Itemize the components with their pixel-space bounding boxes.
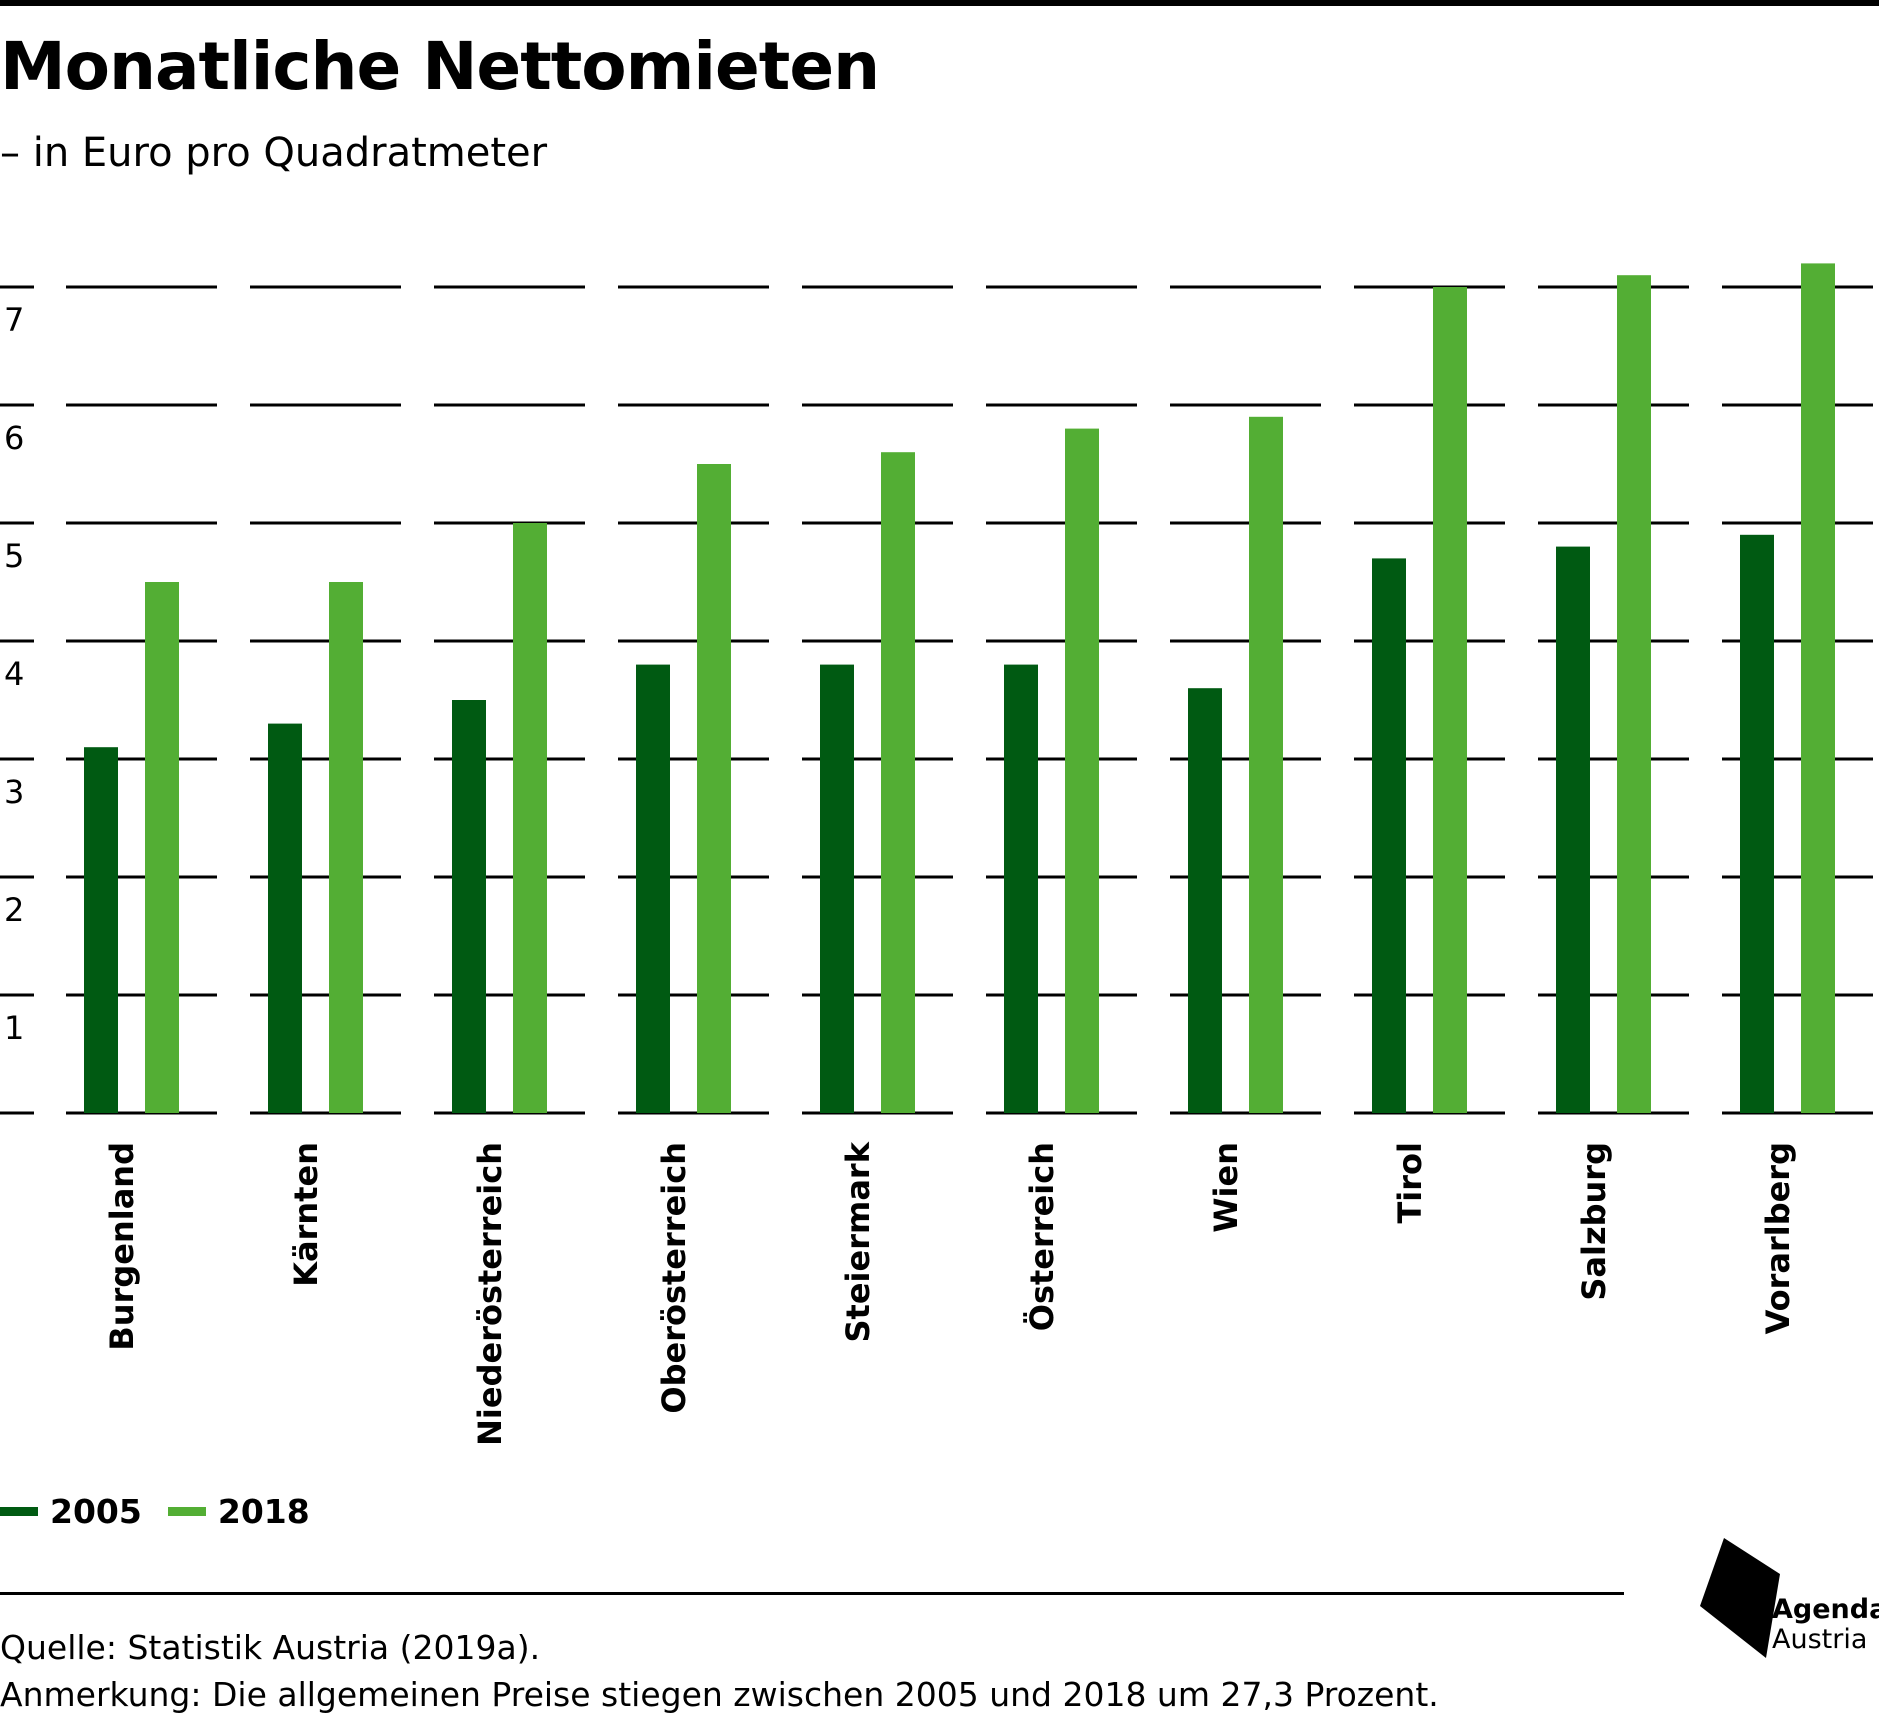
y-tick-label: 5 [4,537,24,575]
bar-2005-Kärnten [268,723,302,1113]
x-tick-label: Steiermark [839,1141,877,1342]
bar-2018-Österreich [1065,428,1099,1114]
y-tick-label: 1 [4,1009,24,1047]
x-tick-label: Kärnten [287,1142,325,1287]
legend-label-2005: 2005 [50,1492,142,1531]
source-note: Quelle: Statistik Austria (2019a). [0,1628,541,1667]
y-tick-label: 4 [4,655,24,693]
logo-text-agenda: Agenda [1772,1594,1879,1625]
bar-2018-Tirol [1433,287,1467,1113]
logo-text-austria: Austria [1772,1624,1868,1655]
bar-2018-Burgenland [145,582,179,1113]
agenda-austria-logo-icon [1700,1538,1780,1658]
bar-2005-Tirol [1372,558,1406,1113]
x-tick-label: Österreich [1023,1142,1061,1331]
legend: 2005 2018 [0,1492,336,1531]
chart-subtitle: – in Euro pro Quadratmeter [0,130,548,176]
x-tick-label: Burgenland [103,1142,141,1351]
bar-2018-Vorarlberg [1801,263,1835,1113]
bar-2018-Niederösterreich [513,523,547,1113]
bar-2005-Burgenland [84,747,118,1113]
x-tick-label: Tirol [1391,1142,1429,1224]
legend-label-2018: 2018 [217,1492,310,1531]
y-tick-label: 3 [4,773,24,811]
bar-2005-Vorarlberg [1740,534,1774,1113]
y-axis-ticks: 1 2 3 4 5 6 7 [4,301,24,1047]
legend-swatch-2018 [167,1507,206,1516]
bottom-rule [0,1592,1624,1595]
legend-item-2005: 2005 [0,1492,142,1531]
bar-2005-Wien [1188,688,1222,1113]
y-tick-label: 6 [4,419,24,457]
bar-2005-Salzburg [1556,546,1590,1113]
x-tick-label: Salzburg [1575,1142,1613,1301]
bar-2005-Niederösterreich [452,700,486,1113]
bar-chart: 1 2 3 4 5 6 7 Burgenland Kärnten Niederösterreic… [0,263,1873,1446]
y-tick-label: 2 [4,891,24,929]
top-rule [0,0,1879,6]
bar-2005-Oberösterreich [636,664,670,1113]
bar-2018-Kärnten [329,582,363,1113]
category-labels: Burgenland Kärnten Niederösterreich Oberöst… [103,1141,1797,1446]
legend-item-2018: 2018 [167,1492,310,1531]
bars [84,263,1835,1114]
remark-note: Anmerkung: Die allgemeinen Preise stiege… [0,1675,1439,1714]
bar-2018-Oberösterreich [697,464,731,1113]
bar-2018-Salzburg [1617,275,1651,1113]
chart-title: Monatliche Nettomieten [0,28,880,105]
bar-2018-Steiermark [881,452,915,1113]
legend-swatch-2005 [0,1507,38,1516]
x-tick-label: Niederösterreich [471,1142,509,1446]
x-tick-label: Vorarlberg [1759,1142,1797,1334]
bar-2005-Österreich [1004,664,1038,1113]
bar-2018-Wien [1249,416,1283,1113]
y-tick-label: 7 [4,301,24,339]
x-tick-label: Oberösterreich [655,1142,693,1414]
x-tick-label: Wien [1207,1142,1245,1233]
bar-2005-Steiermark [820,664,854,1113]
